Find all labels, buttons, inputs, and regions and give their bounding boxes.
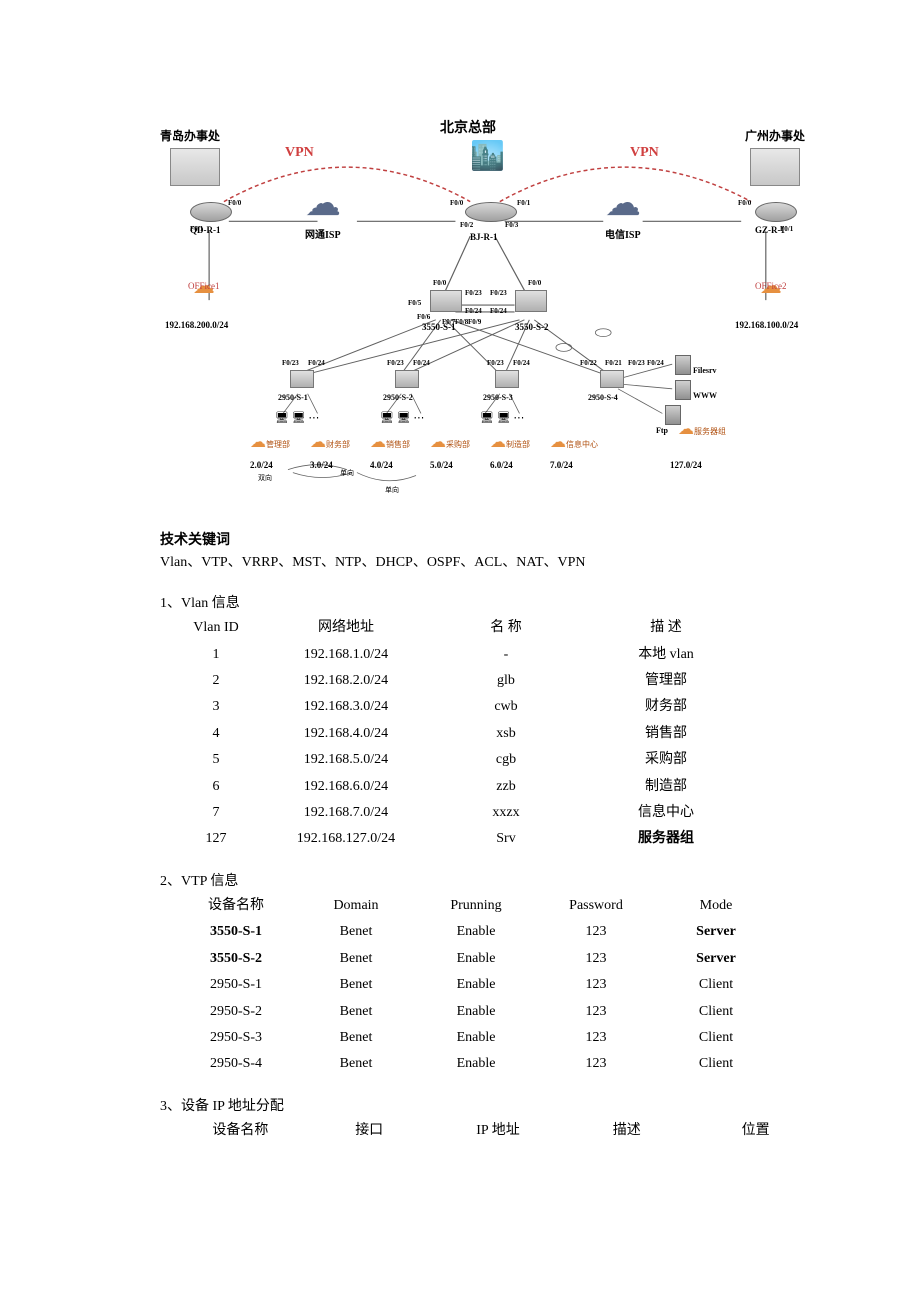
ip-section-title: 3、设备 IP 地址分配 <box>160 1096 820 1118</box>
pc-icon: 🖥 🖥 ⋯ <box>480 410 524 428</box>
dept-servers: ☁服务器组 <box>678 422 726 440</box>
server-www <box>675 380 691 406</box>
vlan-section-title: 1、Vlan 信息 <box>160 593 820 615</box>
access3-label: 2950-S-3 <box>483 392 513 405</box>
table-row: 4192.168.4.0/24xsb销售部 <box>176 721 756 747</box>
right-office-building <box>750 148 800 192</box>
dept-1: ☁管理部 <box>250 435 290 453</box>
office2-net: 192.168.100.0/24 <box>735 318 798 332</box>
vlan-table: Vlan ID 网络地址 名 称 描 述 1192.168.1.0/24-本地 … <box>176 615 756 853</box>
office1-cloud: ☁OFFice1 <box>188 275 220 293</box>
network-topology-diagram: 北京总部 青岛办事处 广州办事处 🏙️ VPN VPN QD-R-1 BJ-R-… <box>150 120 820 500</box>
core2-label: 3550-S-2 <box>515 320 549 334</box>
dept-5: ☁制造部 <box>490 435 530 453</box>
dept-2: ☁财务部 <box>310 435 350 453</box>
access-switch-2 <box>395 370 419 394</box>
access-switch-4 <box>600 370 624 394</box>
core-switch-2 <box>515 290 547 318</box>
access4-label: 2950-S-4 <box>588 392 618 405</box>
office2-cloud: ☁OFFice2 <box>755 275 787 293</box>
table-row: 127192.168.127.0/24Srv服务器组 <box>176 826 756 852</box>
isp-right-label: 电信ISP <box>605 228 641 244</box>
dept-3: ☁销售部 <box>370 435 410 453</box>
hq-icon: 🏙️ <box>470 135 505 180</box>
core-switch-1 <box>430 290 462 318</box>
access-switch-1 <box>290 370 314 394</box>
vpn-label-left: VPN <box>285 142 314 164</box>
table-row: 3550-S-1BenetEnable123Server <box>176 919 776 945</box>
isp-left-label: 网通ISP <box>305 228 341 244</box>
access-switch-3 <box>495 370 519 394</box>
isp-left-cloud: ☁ <box>305 185 341 221</box>
keywords-title: 技术关键词 <box>160 530 820 552</box>
pc-icon: 🖥 🖥 ⋯ <box>275 410 319 428</box>
table-row: 3550-S-2BenetEnable123Server <box>176 946 776 972</box>
vlan-header-row: Vlan ID 网络地址 名 称 描 述 <box>176 615 756 641</box>
table-row: 2950-S-4BenetEnable123Client <box>176 1051 776 1077</box>
access2-label: 2950-S-2 <box>383 392 413 405</box>
ip-header-row: 设备名称 接口 IP 地址 描述 位置 <box>176 1118 820 1144</box>
access1-label: 2950-S-1 <box>278 392 308 405</box>
vpn-label-right: VPN <box>630 142 659 164</box>
dept-4: ☁采购部 <box>430 435 470 453</box>
vtp-section-title: 2、VTP 信息 <box>160 871 820 893</box>
table-row: 2950-S-2BenetEnable123Client <box>176 999 776 1025</box>
vtp-header-row: 设备名称 Domain Prunning Password Mode <box>176 893 776 919</box>
ip-table: 设备名称 接口 IP 地址 描述 位置 <box>176 1118 820 1144</box>
vtp-table: 设备名称 Domain Prunning Password Mode 3550-… <box>176 893 776 1078</box>
left-office-label: 青岛办事处 <box>160 127 220 146</box>
table-row: 3192.168.3.0/24cwb财务部 <box>176 694 756 720</box>
isp-right-cloud: ☁ <box>605 185 641 221</box>
table-row: 5192.168.5.0/24cgb采购部 <box>176 747 756 773</box>
keywords-text: Vlan、VTP、VRRP、MST、NTP、DHCP、OSPF、ACL、NAT、… <box>160 552 820 574</box>
table-row: 2192.168.2.0/24glb管理部 <box>176 668 756 694</box>
pc-icon: 🖥 🖥 ⋯ <box>380 410 424 428</box>
table-row: 6192.168.6.0/24zzb制造部 <box>176 774 756 800</box>
office1-net: 192.168.200.0/24 <box>165 318 228 332</box>
table-row: 1192.168.1.0/24-本地 vlan <box>176 642 756 668</box>
router-center-label: BJ-R-1 <box>470 230 498 244</box>
dept-6: ☁信息中心 <box>550 435 598 453</box>
right-office-label: 广州办事处 <box>745 127 805 146</box>
left-office-building <box>170 148 220 192</box>
table-row: 7192.168.7.0/24xxzx信息中心 <box>176 800 756 826</box>
server-filesrv <box>675 355 691 381</box>
table-row: 2950-S-3BenetEnable123Client <box>176 1025 776 1051</box>
table-row: 2950-S-1BenetEnable123Client <box>176 972 776 998</box>
